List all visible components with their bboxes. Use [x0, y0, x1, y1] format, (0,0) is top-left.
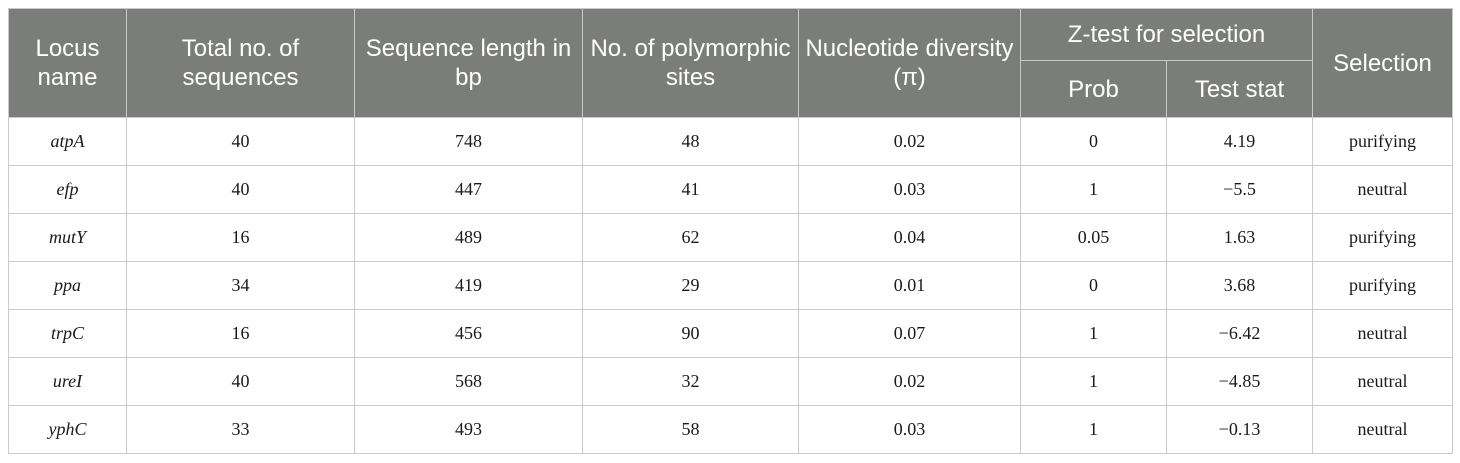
- cell-test-stat: −6.42: [1166, 309, 1313, 358]
- cell-diversity: 0.04: [798, 213, 1021, 262]
- cell-locus: atpA: [8, 117, 127, 166]
- cell-locus: ureI: [8, 357, 127, 406]
- cell-diversity: 0.03: [798, 405, 1021, 454]
- cell-total: 16: [126, 213, 355, 262]
- cell-diversity: 0.02: [798, 357, 1021, 406]
- cell-length: 493: [354, 405, 583, 454]
- cell-prob: 1: [1020, 357, 1167, 406]
- cell-locus: yphC: [8, 405, 127, 454]
- cell-polymorphic: 41: [582, 165, 799, 214]
- header-selection: Selection: [1312, 8, 1453, 118]
- table-row: yphC 33 493 58 0.03 1 −0.13 neutral: [8, 405, 1453, 454]
- cell-polymorphic: 58: [582, 405, 799, 454]
- header-total-sequences: Total no. of sequences: [126, 8, 355, 118]
- data-table-container: Locus name Total no. of sequences Sequen…: [8, 8, 1453, 454]
- table-row: ureI 40 568 32 0.02 1 −4.85 neutral: [8, 357, 1453, 406]
- header-prob: Prob: [1020, 60, 1167, 118]
- cell-total: 40: [126, 357, 355, 406]
- cell-test-stat: 1.63: [1166, 213, 1313, 262]
- cell-total: 16: [126, 309, 355, 358]
- cell-total: 40: [126, 165, 355, 214]
- cell-polymorphic: 48: [582, 117, 799, 166]
- cell-test-stat: −4.85: [1166, 357, 1313, 406]
- table-row: efp 40 447 41 0.03 1 −5.5 neutral: [8, 165, 1453, 214]
- cell-locus: mutY: [8, 213, 127, 262]
- cell-selection: purifying: [1312, 261, 1453, 310]
- cell-diversity: 0.07: [798, 309, 1021, 358]
- cell-total: 40: [126, 117, 355, 166]
- header-test-stat: Test stat: [1166, 60, 1313, 118]
- table-row: mutY 16 489 62 0.04 0.05 1.63 purifying: [8, 213, 1453, 262]
- locus-selection-table: Locus name Total no. of sequences Sequen…: [8, 8, 1453, 454]
- header-ztest-group: Z-test for selection: [1020, 8, 1313, 61]
- cell-diversity: 0.03: [798, 165, 1021, 214]
- cell-locus: trpC: [8, 309, 127, 358]
- cell-selection: neutral: [1312, 357, 1453, 406]
- table-row: ppa 34 419 29 0.01 0 3.68 purifying: [8, 261, 1453, 310]
- cell-selection: neutral: [1312, 165, 1453, 214]
- cell-test-stat: 4.19: [1166, 117, 1313, 166]
- cell-length: 419: [354, 261, 583, 310]
- cell-diversity: 0.01: [798, 261, 1021, 310]
- table-header: Locus name Total no. of sequences Sequen…: [8, 8, 1453, 118]
- cell-prob: 1: [1020, 309, 1167, 358]
- cell-test-stat: 3.68: [1166, 261, 1313, 310]
- cell-length: 447: [354, 165, 583, 214]
- header-polymorphic-sites: No. of polymorphic sites: [582, 8, 799, 118]
- cell-diversity: 0.02: [798, 117, 1021, 166]
- table-row: trpC 16 456 90 0.07 1 −6.42 neutral: [8, 309, 1453, 358]
- cell-polymorphic: 62: [582, 213, 799, 262]
- table-row: atpA 40 748 48 0.02 0 4.19 purifying: [8, 117, 1453, 166]
- header-locus-name: Locus name: [8, 8, 127, 118]
- cell-prob: 0: [1020, 117, 1167, 166]
- cell-length: 748: [354, 117, 583, 166]
- cell-length: 489: [354, 213, 583, 262]
- cell-polymorphic: 29: [582, 261, 799, 310]
- cell-polymorphic: 32: [582, 357, 799, 406]
- cell-selection: neutral: [1312, 405, 1453, 454]
- header-row-1: Locus name Total no. of sequences Sequen…: [8, 8, 1453, 118]
- cell-test-stat: −0.13: [1166, 405, 1313, 454]
- cell-length: 456: [354, 309, 583, 358]
- header-row-2: Prob Test stat: [9, 60, 1453, 118]
- cell-total: 33: [126, 405, 355, 454]
- cell-locus: efp: [8, 165, 127, 214]
- cell-prob: 0: [1020, 261, 1167, 310]
- table-body: atpA 40 748 48 0.02 0 4.19 purifying efp…: [8, 117, 1453, 454]
- cell-test-stat: −5.5: [1166, 165, 1313, 214]
- header-nucleotide-diversity: Nucleotide diversity (π): [798, 8, 1021, 118]
- cell-prob: 1: [1020, 165, 1167, 214]
- cell-selection: purifying: [1312, 213, 1453, 262]
- cell-total: 34: [126, 261, 355, 310]
- cell-locus: ppa: [8, 261, 127, 310]
- cell-selection: neutral: [1312, 309, 1453, 358]
- cell-prob: 0.05: [1020, 213, 1167, 262]
- header-sequence-length: Sequence length in bp: [354, 8, 583, 118]
- cell-prob: 1: [1020, 405, 1167, 454]
- cell-selection: purifying: [1312, 117, 1453, 166]
- cell-polymorphic: 90: [582, 309, 799, 358]
- cell-length: 568: [354, 357, 583, 406]
